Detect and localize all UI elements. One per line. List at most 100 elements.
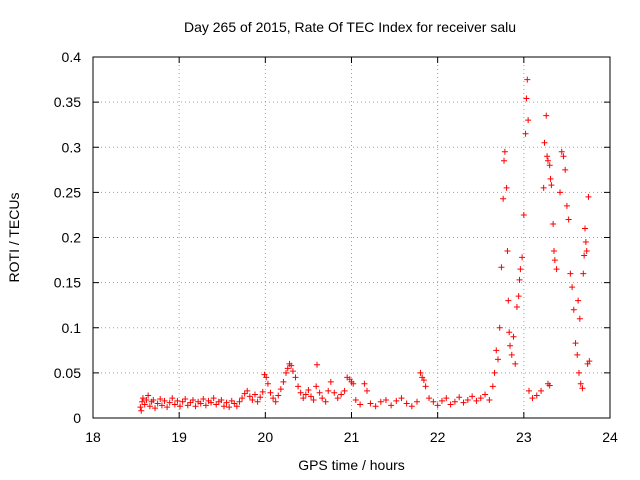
data-point [515, 293, 522, 300]
data-point [154, 400, 161, 407]
data-point [569, 284, 576, 291]
data-point [560, 153, 567, 160]
data-points [137, 76, 593, 414]
data-point [350, 380, 357, 387]
data-point [575, 297, 582, 304]
data-point [179, 398, 186, 405]
data-point [503, 184, 510, 191]
data-point [272, 398, 279, 405]
data-point [158, 402, 165, 409]
data-point [251, 391, 258, 398]
data-point [524, 76, 531, 83]
data-point [364, 387, 371, 394]
data-point [426, 395, 433, 402]
data-point [529, 395, 536, 402]
data-point [289, 368, 296, 375]
data-point [581, 252, 588, 259]
data-point [228, 397, 235, 404]
data-point [500, 195, 507, 202]
data-point [548, 182, 555, 189]
data-point [327, 378, 334, 385]
data-point [413, 398, 420, 405]
data-point [341, 387, 348, 394]
axis-ticks: 18 19 20 21 22 23 24 0 0.05 0.1 0.15 0.2 0.25 0.3 0.35… [54, 49, 618, 445]
data-point [505, 297, 512, 304]
data-point [550, 220, 557, 227]
x-tick-label: 22 [430, 429, 446, 445]
data-point [508, 351, 515, 358]
data-point [553, 266, 560, 273]
x-axis-label: GPS time / hours [298, 457, 405, 473]
data-point [213, 401, 220, 408]
data-point [277, 386, 284, 393]
data-point [210, 395, 217, 402]
data-point [544, 380, 551, 387]
data-point [292, 374, 299, 381]
y-tick-label: 0.1 [62, 320, 82, 336]
data-point [443, 395, 450, 402]
data-point [152, 405, 159, 412]
data-point [513, 303, 520, 310]
x-tick-label: 18 [85, 429, 101, 445]
data-point [540, 184, 547, 191]
data-point [516, 276, 523, 283]
data-point [297, 389, 304, 396]
data-point [422, 383, 429, 390]
data-point [239, 395, 246, 402]
data-point [139, 398, 146, 405]
data-point [491, 369, 498, 376]
x-tick-label: 23 [516, 429, 532, 445]
data-point [447, 401, 454, 408]
data-point [576, 315, 583, 322]
data-point [507, 342, 514, 349]
data-point [372, 403, 379, 410]
data-point [579, 385, 586, 392]
data-point [456, 394, 463, 401]
data-point [166, 399, 173, 406]
data-point [280, 378, 287, 385]
data-point [143, 396, 150, 403]
data-point [325, 387, 332, 394]
data-point [533, 392, 540, 399]
data-point [585, 193, 592, 200]
data-point [501, 157, 508, 164]
data-point [538, 387, 545, 394]
data-point [361, 380, 368, 387]
y-tick-label: 0.3 [62, 139, 82, 155]
data-point [506, 329, 513, 336]
data-point [498, 264, 505, 271]
data-point [254, 398, 261, 405]
data-point [352, 396, 359, 403]
data-point [295, 383, 302, 390]
data-point [300, 395, 307, 402]
data-point [574, 351, 581, 358]
data-point [557, 189, 564, 196]
data-point [451, 398, 458, 405]
data-point [322, 398, 329, 405]
data-point [523, 95, 530, 102]
data-point [572, 340, 579, 347]
data-point [244, 387, 251, 394]
data-point [270, 395, 277, 402]
data-point [434, 402, 441, 409]
x-tick-label: 19 [171, 429, 187, 445]
data-point [567, 270, 574, 277]
data-point [275, 392, 282, 399]
data-point [184, 402, 191, 409]
data-point [218, 396, 225, 403]
data-point [577, 380, 584, 387]
data-point [570, 306, 577, 313]
data-point [146, 403, 153, 410]
data-point [512, 360, 519, 367]
data-point [565, 216, 572, 223]
data-point [486, 396, 493, 403]
data-point [546, 162, 553, 169]
data-point [477, 395, 484, 402]
data-point [393, 397, 400, 404]
data-point [473, 397, 480, 404]
y-tick-label: 0.15 [54, 275, 81, 291]
y-tick-label: 0.2 [62, 230, 82, 246]
data-point [525, 117, 532, 124]
data-point [192, 403, 199, 410]
